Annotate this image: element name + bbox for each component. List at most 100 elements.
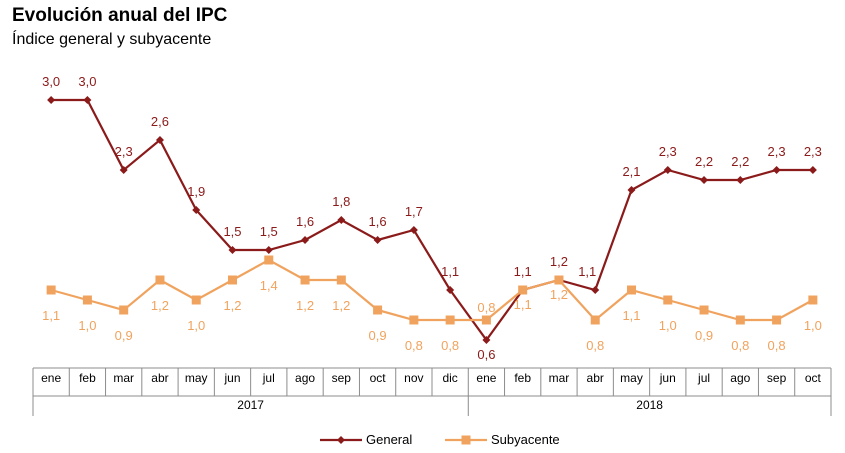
general-data-label: 2,3 — [804, 144, 822, 159]
subyacente-point — [46, 285, 56, 295]
x-tick-label: ene — [41, 371, 61, 385]
x-tick-label: nov — [404, 371, 423, 385]
general-data-label: 3,0 — [42, 74, 60, 89]
general-data-label: 2,3 — [115, 144, 133, 159]
subyacente-point — [191, 295, 201, 305]
general-data-label: 1,5 — [223, 224, 241, 239]
x-tick-label: mar — [549, 371, 570, 385]
x-tick-label: ene — [476, 371, 496, 385]
subyacente-data-label: 1,2 — [223, 298, 241, 313]
general-point — [119, 166, 128, 174]
general-data-label: 1,1 — [514, 264, 532, 279]
series-line-general — [51, 98, 813, 342]
subyacente-data-label: 1,2 — [151, 298, 169, 313]
subyacente-data-label: 1,1 — [622, 308, 640, 323]
subyacente-data-label: 1,2 — [550, 287, 568, 302]
general-data-label: 1,8 — [332, 194, 350, 209]
x-tick-label: sep — [332, 371, 352, 385]
general-point — [228, 246, 237, 254]
general-point — [482, 336, 491, 344]
x-tick-label: oct — [805, 371, 822, 385]
subyacente-point — [554, 275, 564, 285]
subyacente-data-label: 1,2 — [332, 298, 350, 313]
general-point — [808, 166, 817, 174]
x-tick-label: may — [185, 371, 208, 385]
x-tick-label: mar — [113, 371, 134, 385]
subyacente-data-label: 0,8 — [441, 338, 459, 353]
subyacente-data-label: 0,9 — [115, 328, 133, 343]
general-point — [627, 186, 636, 194]
x-tick-label: sep — [767, 371, 787, 385]
general-point — [264, 246, 273, 254]
general-data-label: 2,3 — [768, 144, 786, 159]
x-tick-label: jul — [262, 371, 275, 385]
subyacente-point — [808, 295, 818, 305]
x-tick-label: oct — [370, 371, 387, 385]
subyacente-data-label: 0,9 — [695, 328, 713, 343]
x-tick-label: ago — [730, 371, 750, 385]
general-point — [155, 136, 164, 144]
general-point — [192, 206, 201, 214]
general-data-label: 1,6 — [296, 214, 314, 229]
general-point — [337, 216, 346, 224]
general-point — [409, 226, 418, 234]
subyacente-data-label: 0,8 — [768, 338, 786, 353]
legend-marker-subyacente — [461, 435, 471, 445]
subyacente-data-label: 0,8 — [477, 300, 495, 315]
general-data-label: 1,6 — [369, 214, 387, 229]
subyacente-point — [119, 305, 129, 315]
x-tick-label: ago — [295, 371, 315, 385]
x-tick-label: jun — [659, 371, 676, 385]
general-data-label: 2,6 — [151, 114, 169, 129]
subyacente-data-label: 1,2 — [296, 298, 314, 313]
general-point — [301, 236, 310, 244]
general-point — [663, 166, 672, 174]
general-point — [700, 176, 709, 184]
subyacente-point — [481, 315, 491, 325]
subyacente-data-label: 1,0 — [187, 318, 205, 333]
subyacente-point — [772, 315, 782, 325]
subyacente-point — [336, 275, 346, 285]
subyacente-point — [373, 305, 383, 315]
subyacente-point — [518, 285, 528, 295]
general-point — [736, 176, 745, 184]
subyacente-data-label: 0,9 — [369, 328, 387, 343]
general-data-label: 1,1 — [578, 264, 596, 279]
subyacente-data-label: 1,1 — [514, 297, 532, 312]
general-point — [373, 236, 382, 244]
subyacente-point — [155, 275, 165, 285]
x-year-label: 2017 — [237, 398, 264, 412]
chart-subtitle: Índice general y subyacente — [12, 31, 212, 48]
subyacente-data-label: 0,8 — [586, 338, 604, 353]
general-data-label: 2,2 — [731, 154, 749, 169]
subyacente-point — [228, 275, 237, 285]
general-data-label: 3,0 — [78, 74, 96, 89]
x-tick-label: abr — [151, 371, 168, 385]
legend-label: Subyacente — [491, 432, 560, 447]
subyacente-point — [590, 315, 600, 325]
subyacente-point — [699, 305, 709, 315]
x-tick-label: feb — [79, 371, 96, 385]
general-data-label: 1,2 — [550, 254, 568, 269]
general-data-label: 1,1 — [441, 264, 459, 279]
legend-marker-general — [337, 436, 345, 444]
x-tick-label: jun — [223, 371, 240, 385]
subyacente-data-label: 1,4 — [260, 278, 278, 293]
general-point — [772, 166, 781, 174]
x-tick-label: abr — [587, 371, 604, 385]
general-data-label: 1,5 — [260, 224, 278, 239]
general-data-label: 2,3 — [659, 144, 677, 159]
subyacente-point — [82, 295, 92, 305]
subyacente-data-label: 0,8 — [731, 338, 749, 353]
x-tick-label: may — [620, 371, 643, 385]
subyacente-point — [445, 315, 455, 325]
general-point — [47, 96, 56, 104]
general-point — [591, 286, 600, 294]
subyacente-point — [663, 295, 673, 305]
series-line-subyacente — [50, 258, 814, 322]
x-year-label: 2018 — [636, 398, 663, 412]
subyacente-point — [627, 285, 636, 295]
x-tick-label: jul — [697, 371, 710, 385]
x-tick-label: feb — [514, 371, 531, 385]
